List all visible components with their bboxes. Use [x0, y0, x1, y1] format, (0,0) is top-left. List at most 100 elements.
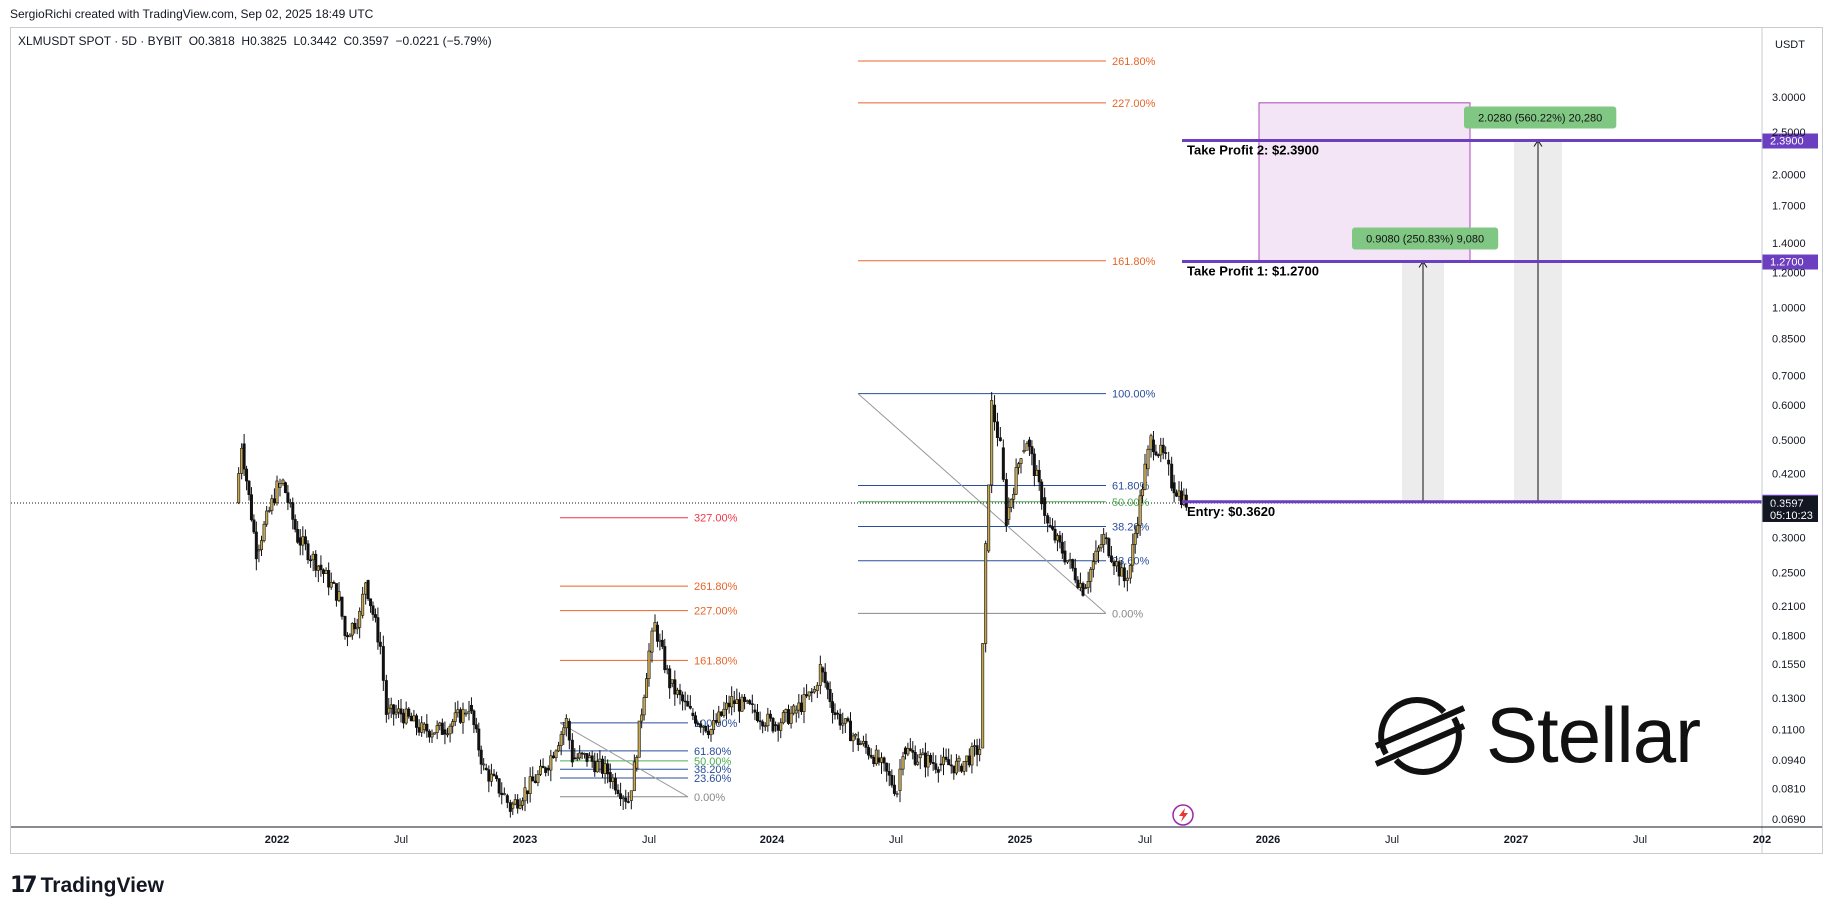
fib-2025-label: 161.80% — [1112, 256, 1156, 268]
candle-body — [361, 593, 365, 616]
candle-body — [371, 605, 375, 615]
price-tick: 0.6000 — [1772, 400, 1806, 412]
candle-body — [624, 797, 628, 802]
candle-body — [962, 761, 966, 772]
candle-body — [240, 447, 244, 474]
candle-body — [334, 583, 338, 601]
currency-button[interactable]: USDT — [1767, 33, 1815, 55]
candle-body — [608, 772, 612, 783]
candle-body — [1102, 533, 1106, 545]
candle-body — [826, 682, 830, 690]
candle-body — [355, 627, 359, 630]
candle-body — [1081, 583, 1085, 596]
candle-body — [557, 745, 561, 752]
candle-body — [502, 793, 506, 796]
candle-body — [562, 727, 566, 735]
time-tick: Jul — [642, 834, 656, 846]
candle-body — [353, 622, 357, 630]
candle-body — [967, 755, 971, 766]
candle-body — [1149, 435, 1153, 450]
candle-body — [551, 755, 555, 759]
candle-body — [443, 729, 447, 735]
candle-body — [585, 753, 589, 762]
candle-body — [254, 531, 258, 560]
candle-body — [921, 752, 925, 755]
tradingview-wordmark: TradingView — [40, 873, 164, 897]
candle-body — [1053, 528, 1057, 541]
candle-body — [892, 784, 896, 794]
candle-body — [911, 750, 915, 753]
candle-body — [831, 701, 835, 713]
candle-body — [856, 738, 860, 745]
measure-pill[interactable] — [1352, 227, 1499, 250]
price-tag[interactable] — [1762, 254, 1818, 270]
candle-body — [645, 678, 649, 698]
price-tick: 0.2100 — [1772, 601, 1806, 613]
price-tick: 0.1100 — [1772, 725, 1805, 737]
candle-body — [1156, 454, 1160, 457]
currency-label[interactable]: USDT — [1775, 39, 1805, 51]
candle-body — [409, 716, 413, 722]
candle-body — [1097, 547, 1101, 552]
price-tag[interactable] — [1762, 133, 1818, 149]
lightning-icon[interactable] — [1172, 804, 1194, 826]
candle-body — [724, 702, 728, 710]
candle-body — [1051, 526, 1055, 530]
candle-body — [709, 729, 713, 736]
candle-body — [559, 734, 563, 746]
candle-body — [456, 709, 460, 714]
candle-body — [278, 483, 282, 488]
stellar-logo: Stellar — [1372, 690, 1701, 781]
price-tick: 0.3000 — [1772, 533, 1806, 545]
chart-frame — [10, 27, 1823, 854]
candle-body — [1086, 581, 1090, 588]
price-tick: 3.0000 — [1772, 92, 1806, 104]
price-tick: 2.5000 — [1772, 127, 1806, 139]
candle-body — [864, 740, 868, 748]
candle-body — [1066, 560, 1070, 563]
time-tick: Jul — [1385, 834, 1399, 846]
candle-body — [761, 721, 765, 727]
candle-body — [714, 720, 718, 723]
candle-body — [613, 777, 617, 791]
candle-body — [242, 443, 246, 470]
price-tag[interactable] — [1762, 495, 1818, 522]
candle-body — [262, 523, 266, 541]
candle-body — [311, 553, 315, 561]
candle-body — [821, 667, 825, 673]
candle-body — [670, 679, 674, 684]
candle-body — [640, 714, 644, 722]
price-tag-label: 1.2700 — [1770, 257, 1804, 269]
measure-pill[interactable] — [1464, 106, 1617, 129]
candle-body — [337, 591, 341, 601]
price-tick: 0.3500 — [1772, 503, 1806, 515]
candle-body — [1027, 439, 1031, 447]
candle-body — [316, 565, 320, 571]
symbol-ohlc-line[interactable]: XLMUSDT SPOT · 5D · BYBIT O0.3818 H0.382… — [18, 34, 492, 48]
candle-body — [369, 598, 373, 607]
candle-body — [949, 764, 953, 767]
candle-body — [642, 697, 646, 716]
candle-body — [957, 757, 961, 762]
candle-body — [570, 739, 574, 763]
candle-body — [1084, 587, 1088, 589]
candle-body — [1091, 561, 1095, 570]
time-tick: 2027 — [1504, 834, 1528, 846]
candle-body — [750, 703, 754, 705]
price-tag-countdown: 05:10:23 — [1770, 510, 1813, 522]
price-tick: 0.0810 — [1772, 783, 1806, 795]
fib-2023-label: 161.80% — [694, 655, 738, 667]
candle-body — [851, 735, 855, 742]
candle-body — [606, 763, 610, 775]
candle-body — [810, 691, 814, 694]
measure-pill-label: 2.0280 (560.22%) 20,280 — [1478, 113, 1602, 125]
candle-body — [872, 756, 876, 765]
candle-body — [722, 708, 726, 716]
candle-body — [387, 707, 391, 714]
candle-body — [1009, 498, 1013, 508]
currency-button-bg[interactable] — [1767, 33, 1815, 55]
candle-body — [489, 773, 493, 782]
candle-body — [291, 502, 295, 520]
tradingview-logo[interactable]: 17 TradingView — [10, 873, 164, 898]
